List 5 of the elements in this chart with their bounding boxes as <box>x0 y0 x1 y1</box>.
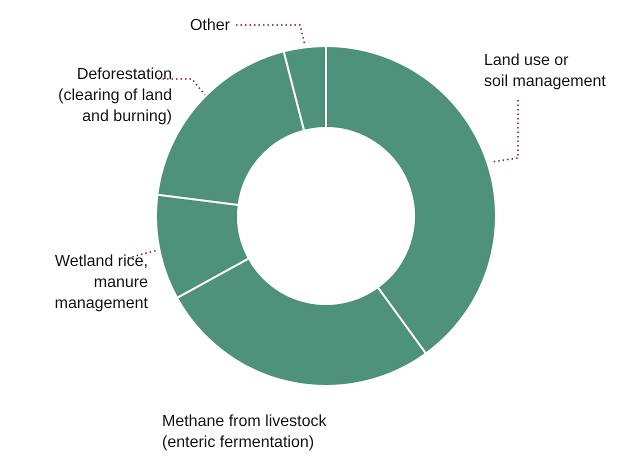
slice-label: Wetland rice, manure management <box>54 253 149 312</box>
slice-label: Deforestation (clearing of land and burning) <box>58 66 172 125</box>
slice-label: Land use or soil management <box>484 52 606 90</box>
slice-label: Methane from livestock (enteric fermentation) <box>162 413 328 451</box>
slice-label: Other <box>190 17 231 34</box>
